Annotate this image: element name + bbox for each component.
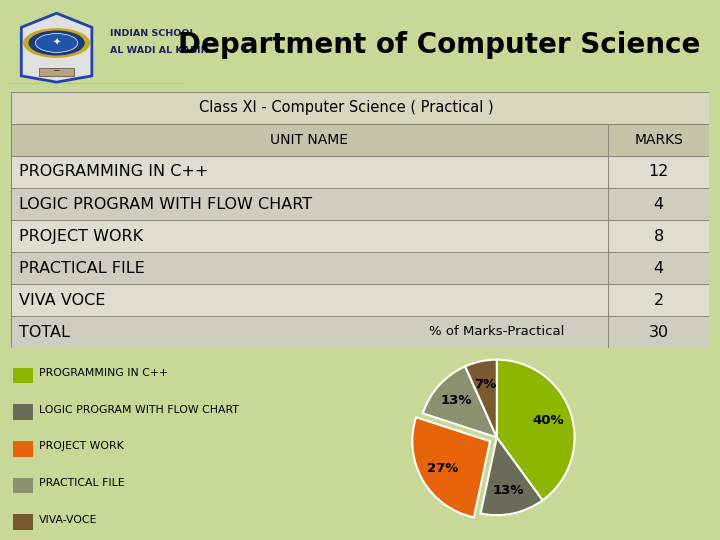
Text: UNIT NAME: UNIT NAME (271, 133, 348, 147)
Bar (11, 156, 608, 188)
Text: 12: 12 (649, 165, 669, 179)
Text: 4: 4 (654, 261, 664, 275)
Text: 27%: 27% (427, 462, 459, 475)
Bar (13, 368, 33, 383)
Text: 13%: 13% (441, 395, 472, 408)
Text: PRACTICAL FILE: PRACTICAL FILE (19, 261, 145, 275)
Bar (11, 252, 608, 284)
Text: LOGIC PROGRAM WITH FLOW CHART: LOGIC PROGRAM WITH FLOW CHART (19, 197, 312, 212)
Text: INDIAN SCHOOL: INDIAN SCHOOL (109, 29, 195, 38)
Text: 30: 30 (649, 325, 669, 340)
Text: AL WADI AL KABIR: AL WADI AL KABIR (109, 46, 207, 55)
Wedge shape (497, 360, 575, 500)
Bar (13, 515, 33, 530)
Wedge shape (413, 417, 490, 517)
Bar (13, 404, 33, 420)
Title: % of Marks-Practical: % of Marks-Practical (429, 325, 564, 338)
Bar (608, 252, 709, 284)
Text: 4: 4 (654, 197, 664, 212)
Bar (13, 478, 33, 494)
Bar (11, 220, 608, 252)
Text: VIVA-VOCE: VIVA-VOCE (39, 515, 97, 525)
Bar (13, 441, 33, 456)
Bar (608, 316, 709, 348)
Text: PROGRAMMING IN C++: PROGRAMMING IN C++ (39, 368, 168, 378)
Text: PROJECT WORK: PROJECT WORK (39, 442, 123, 451)
Text: 40%: 40% (533, 414, 564, 427)
Bar (11, 316, 608, 348)
Bar (608, 188, 709, 220)
Text: ✦: ✦ (53, 37, 60, 47)
Text: PROJECT WORK: PROJECT WORK (19, 228, 143, 244)
Text: TOTAL: TOTAL (19, 325, 70, 340)
Text: VIVA VOCE: VIVA VOCE (19, 293, 106, 308)
Text: LOGIC PROGRAM WITH FLOW CHART: LOGIC PROGRAM WITH FLOW CHART (39, 405, 238, 415)
Wedge shape (423, 366, 497, 437)
Text: PROGRAMMING IN C++: PROGRAMMING IN C++ (19, 165, 209, 179)
Text: 8: 8 (654, 228, 664, 244)
Bar (11, 188, 608, 220)
Text: 13%: 13% (492, 484, 524, 497)
Text: MARKS: MARKS (634, 133, 683, 147)
Bar (11, 92, 709, 124)
Bar (608, 220, 709, 252)
Polygon shape (22, 13, 92, 82)
Bar (608, 156, 709, 188)
Wedge shape (481, 437, 542, 515)
Bar (608, 284, 709, 316)
Bar (608, 124, 709, 156)
Text: ━━: ━━ (53, 69, 60, 73)
Text: Class XI - Computer Science ( Practical ): Class XI - Computer Science ( Practical … (199, 100, 493, 116)
Circle shape (23, 28, 90, 58)
Bar (39, 68, 74, 76)
Text: Department of Computer Science: Department of Computer Science (179, 31, 701, 58)
Bar (11, 124, 608, 156)
Text: PRACTICAL FILE: PRACTICAL FILE (39, 478, 125, 488)
Circle shape (28, 30, 85, 56)
Wedge shape (465, 360, 497, 437)
Bar (11, 284, 608, 316)
Text: 2: 2 (654, 293, 664, 308)
Text: 7%: 7% (474, 377, 497, 390)
Circle shape (35, 33, 78, 52)
